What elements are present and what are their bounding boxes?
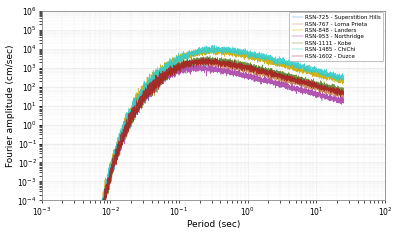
RSN-848 - Landers bbox=[246, 55, 251, 58]
X-axis label: Period (sec): Period (sec) bbox=[187, 220, 240, 229]
RSN-848 - Landers bbox=[235, 52, 240, 55]
RSN-1111 - Kobe bbox=[274, 71, 279, 74]
RSN-767 - Loma Prieta bbox=[274, 75, 279, 78]
RSN-953 - Northridge bbox=[289, 88, 294, 91]
RSN-1485 - ChiChi bbox=[243, 50, 248, 52]
RSN-1602 - Duzce bbox=[202, 56, 207, 59]
Line: RSN-1111 - Kobe: RSN-1111 - Kobe bbox=[83, 56, 344, 235]
RSN-1602 - Duzce bbox=[175, 65, 180, 67]
RSN-1111 - Kobe bbox=[208, 54, 213, 57]
Line: RSN-767 - Loma Prieta: RSN-767 - Loma Prieta bbox=[83, 59, 344, 235]
RSN-953 - Northridge bbox=[179, 67, 184, 70]
RSN-1602 - Duzce bbox=[341, 93, 346, 95]
RSN-767 - Loma Prieta bbox=[235, 67, 240, 70]
RSN-725 - Superstition Hills bbox=[286, 77, 291, 80]
RSN-848 - Landers bbox=[210, 46, 215, 48]
RSN-953 - Northridge bbox=[276, 82, 281, 85]
RSN-1485 - ChiChi bbox=[210, 44, 215, 47]
RSN-1602 - Duzce bbox=[274, 73, 279, 76]
RSN-1602 - Duzce bbox=[235, 64, 240, 67]
RSN-1602 - Duzce bbox=[288, 75, 293, 78]
RSN-1111 - Kobe bbox=[175, 66, 180, 69]
RSN-1602 - Duzce bbox=[246, 68, 251, 71]
RSN-848 - Landers bbox=[341, 81, 346, 84]
RSN-725 - Superstition Hills bbox=[243, 67, 248, 69]
Line: RSN-953 - Northridge: RSN-953 - Northridge bbox=[90, 64, 344, 235]
RSN-848 - Landers bbox=[175, 61, 180, 63]
RSN-1111 - Kobe bbox=[341, 89, 346, 91]
Line: RSN-1485 - ChiChi: RSN-1485 - ChiChi bbox=[74, 45, 344, 235]
Legend: RSN-725 - Superstition Hills, RSN-767 - Loma Prieta, RSN-848 - Landers, RSN-953 : RSN-725 - Superstition Hills, RSN-767 - … bbox=[289, 12, 383, 61]
RSN-725 - Superstition Hills bbox=[170, 70, 174, 72]
RSN-1485 - ChiChi bbox=[272, 59, 277, 62]
Line: RSN-848 - Landers: RSN-848 - Landers bbox=[83, 47, 344, 235]
RSN-767 - Loma Prieta bbox=[175, 67, 180, 70]
RSN-1111 - Kobe bbox=[246, 65, 251, 68]
RSN-1485 - ChiChi bbox=[286, 63, 291, 66]
RSN-848 - Landers bbox=[288, 66, 293, 68]
RSN-1111 - Kobe bbox=[235, 61, 240, 64]
RSN-953 - Northridge bbox=[341, 101, 346, 104]
RSN-767 - Loma Prieta bbox=[288, 81, 293, 84]
RSN-725 - Superstition Hills bbox=[231, 61, 236, 64]
RSN-848 - Landers bbox=[94, 233, 98, 235]
RSN-725 - Superstition Hills bbox=[272, 74, 277, 77]
RSN-1485 - ChiChi bbox=[231, 49, 236, 52]
RSN-953 - Northridge bbox=[249, 75, 254, 78]
RSN-1111 - Kobe bbox=[288, 74, 293, 77]
RSN-767 - Loma Prieta bbox=[246, 70, 251, 73]
RSN-953 - Northridge bbox=[238, 74, 242, 77]
RSN-1485 - ChiChi bbox=[341, 77, 346, 80]
Line: RSN-1602 - Duzce: RSN-1602 - Duzce bbox=[83, 57, 344, 235]
RSN-1485 - ChiChi bbox=[170, 62, 174, 65]
RSN-953 - Northridge bbox=[100, 201, 105, 204]
RSN-848 - Landers bbox=[274, 63, 279, 66]
RSN-953 - Northridge bbox=[201, 63, 206, 66]
RSN-725 - Superstition Hills bbox=[207, 56, 211, 59]
Y-axis label: Fourier amplitude (cm/sec): Fourier amplitude (cm/sec) bbox=[6, 44, 15, 167]
RSN-767 - Loma Prieta bbox=[192, 58, 197, 61]
RSN-725 - Superstition Hills bbox=[341, 90, 346, 93]
Line: RSN-725 - Superstition Hills: RSN-725 - Superstition Hills bbox=[74, 57, 344, 235]
RSN-767 - Loma Prieta bbox=[341, 94, 346, 97]
